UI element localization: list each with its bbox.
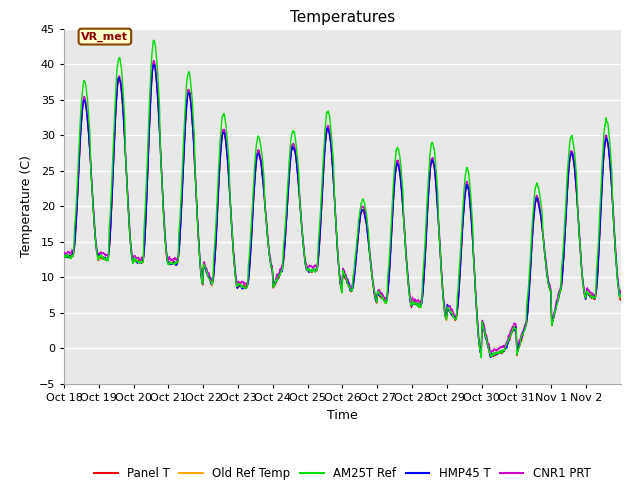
X-axis label: Time: Time xyxy=(327,408,358,421)
Title: Temperatures: Temperatures xyxy=(290,10,395,25)
Y-axis label: Temperature (C): Temperature (C) xyxy=(20,156,33,257)
Text: VR_met: VR_met xyxy=(81,32,129,42)
Legend: Panel T, Old Ref Temp, AM25T Ref, HMP45 T, CNR1 PRT: Panel T, Old Ref Temp, AM25T Ref, HMP45 … xyxy=(90,462,595,480)
